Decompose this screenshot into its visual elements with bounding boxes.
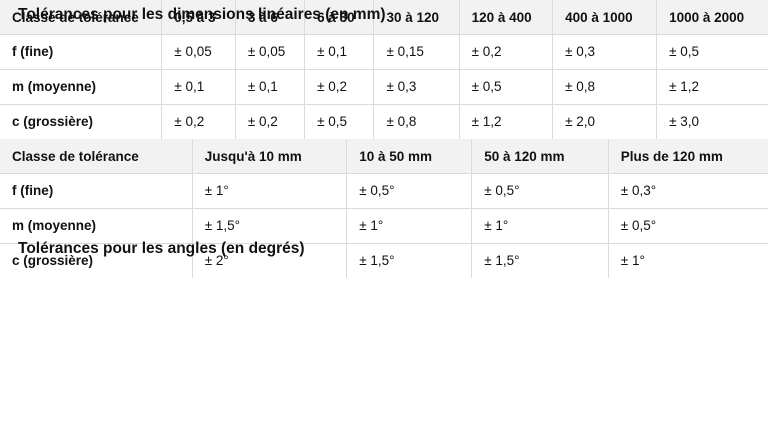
header-cell: 1000 à 2000 — [656, 0, 768, 35]
table-cell: ± 0,2 — [458, 34, 553, 70]
table-cell: ± 0,05 — [234, 34, 305, 70]
header-row: Classe de tolérance Jusqu'à 10 mm 10 à 50 … — [0, 139, 768, 174]
table-cell: ± 1,5° — [471, 243, 609, 278]
header-cell: Classe de tolérance — [0, 0, 162, 35]
table-cell: ± 1° — [346, 208, 472, 244]
header-cell: 400 à 1000 — [552, 0, 657, 35]
header-cell: 30 à 120 — [373, 0, 460, 35]
header-cell: Classe de tolérance — [0, 139, 193, 174]
header-cell: 6 à 30 — [304, 0, 374, 35]
table-row: f (fine) ± 1° ± 0,5° ± 0,5° ± 0,3° — [0, 173, 768, 209]
header-cell: 10 à 50 mm — [346, 139, 472, 174]
table-cell: m (moyenne) — [0, 208, 193, 244]
table-cell: ± 2,0 — [552, 104, 657, 139]
table-cell: ± 0,1 — [234, 69, 305, 105]
table-cell: ± 0,3° — [607, 173, 768, 209]
table-cell: c (grossière) — [0, 104, 162, 139]
table-cell: ± 0,8 — [552, 69, 657, 105]
table-cell: m (moyenne) — [0, 69, 162, 105]
table-cell: ± 0,5° — [346, 173, 472, 209]
table-body: f (fine) ± 0,05 ± 0,05 ± 0,1 ± 0,15 ± 0,2 ± 0,… — [0, 34, 768, 139]
table-head: Classe de tolérance Jusqu'à 10 mm 10 à 50 … — [0, 139, 768, 174]
table-cell: ± 1,5° — [191, 208, 347, 244]
section-title: Tolérances pour les dimensions linéaires… — [18, 6, 386, 23]
table-cell: ± 0,8 — [373, 104, 460, 139]
table-cell: ± 0,1 — [304, 34, 374, 70]
table-cell: ± 0,5 — [656, 34, 768, 70]
table-cell: ± 1,2 — [656, 69, 768, 105]
table-cell: ± 0,1 — [161, 69, 236, 105]
table-cell: f (fine) — [0, 34, 162, 70]
table-cell: ± 1° — [607, 243, 768, 278]
table-cell: ± 0,2 — [234, 104, 305, 139]
table-cell: ± 1° — [471, 208, 609, 244]
table-body: f (fine) ± 1° ± 0,5° ± 0,5° ± 0,3° m (moyenne… — [0, 173, 768, 278]
header-cell: 3 à 6 — [234, 0, 305, 35]
table-container: Classe de tolérance Jusqu'à 10 mm 10 à 50 … — [0, 139, 768, 278]
table-cell: ± 0,5° — [607, 208, 768, 244]
section-title: Tolérances pour les angles (en degrés) — [18, 240, 305, 257]
table-cell: ± 1,2 — [458, 104, 553, 139]
table-cell: ± 0,2 — [304, 69, 374, 105]
table: Classe de tolérance Jusqu'à 10 mm 10 à 50 … — [0, 139, 768, 278]
table-cell: ± 3,0 — [656, 104, 768, 139]
table-cell: ± 1° — [191, 173, 347, 209]
table-cell: ± 0,3 — [552, 34, 657, 70]
table-row: c (grossière) ± 0,2 ± 0,2 ± 0,5 ± 0,8 ± 1,2 ± … — [0, 104, 768, 139]
table-cell: ± 0,5 — [458, 69, 553, 105]
table-row: c (grossière) ± 2° ± 1,5° ± 1,5° ± 1° — [0, 243, 768, 278]
table-cell: c (grossière) — [0, 243, 193, 278]
header-cell: 120 à 400 — [458, 0, 553, 35]
table-cell: ± 0,15 — [373, 34, 460, 70]
table-cell: ± 0,5° — [471, 173, 609, 209]
table-cell: ± 0,05 — [161, 34, 236, 70]
header-cell: Jusqu'à 10 mm — [191, 139, 347, 174]
table-cell: ± 2° — [191, 243, 347, 278]
table-row: m (moyenne) ± 1,5° ± 1° ± 1° ± 0,5° — [0, 208, 768, 244]
table-cell: ± 0,3 — [373, 69, 460, 105]
header-cell: 50 à 120 mm — [471, 139, 609, 174]
table-cell: ± 0,2 — [161, 104, 236, 139]
table-row: f (fine) ± 0,05 ± 0,05 ± 0,1 ± 0,15 ± 0,2 ± 0,… — [0, 34, 768, 70]
table-row: m (moyenne) ± 0,1 ± 0,1 ± 0,2 ± 0,3 ± 0,5 ± 0,… — [0, 69, 768, 105]
table-cell: ± 1,5° — [346, 243, 472, 278]
table-cell: ± 0,5 — [304, 104, 374, 139]
header-cell: 0,5 à 3 — [161, 0, 236, 35]
header-cell: Plus de 120 mm — [607, 139, 768, 174]
table-cell: f (fine) — [0, 173, 193, 209]
